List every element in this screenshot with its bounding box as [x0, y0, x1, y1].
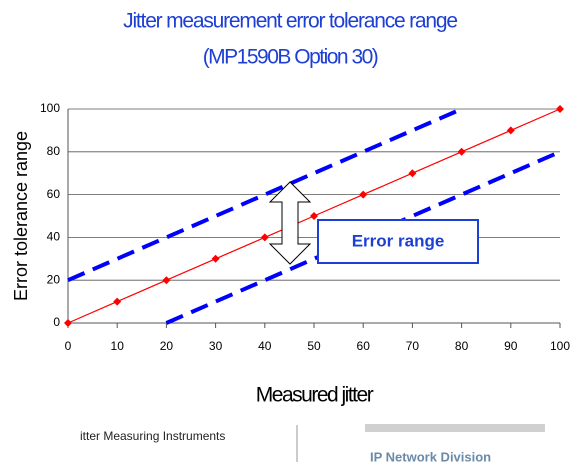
y-tick-label: 100	[40, 101, 60, 115]
marker	[457, 147, 466, 156]
x-tick-label: 60	[357, 339, 371, 353]
chart-subtitle: (MP1590B Option 30)	[203, 46, 378, 69]
marker	[359, 190, 368, 199]
marker	[211, 254, 220, 263]
y-axis-label: Error tolerance range	[11, 131, 31, 301]
x-tick-label: 100	[550, 339, 570, 353]
x-tick-label: 10	[111, 339, 125, 353]
logo-fragment	[365, 424, 545, 432]
x-tick-label: 20	[160, 339, 174, 353]
marker	[506, 126, 515, 135]
marker	[162, 276, 171, 285]
x-tick-label: 0	[65, 339, 72, 353]
x-axis-label: Measured jitter	[256, 384, 374, 407]
series-line	[67, 107, 463, 283]
x-tick-label: 70	[406, 339, 420, 353]
plot-area: 0 20 40 60 80 100 0 10 20 30 40 50 60 70 80 90 100	[40, 101, 570, 353]
y-tick-label: 80	[47, 144, 61, 158]
x-tick-label: 40	[258, 339, 272, 353]
y-tick-label: 60	[47, 187, 61, 201]
error-arrow	[268, 181, 312, 265]
marker	[113, 297, 122, 306]
marker	[310, 212, 318, 220]
y-tick-label: 20	[47, 272, 61, 286]
marker	[556, 105, 564, 113]
annotation: Error range	[352, 231, 445, 250]
x-tick-label: 50	[307, 339, 321, 353]
marker	[408, 169, 417, 178]
y-tick-label: 40	[47, 230, 61, 244]
x-tick-label: 90	[504, 339, 518, 353]
chart-title: Jitter measurement error tolerance range	[123, 10, 457, 33]
footer-left: itter Measuring Instruments	[80, 429, 225, 443]
series-group	[64, 105, 564, 327]
y-tick-label: 0	[53, 315, 60, 329]
footer-right: IP Network Division	[370, 449, 491, 464]
series-line	[165, 149, 561, 325]
marker	[260, 233, 269, 242]
annotation-box	[317, 219, 479, 264]
marker	[64, 319, 72, 327]
x-tick-label: 80	[455, 339, 469, 353]
x-tick-label: 30	[209, 339, 223, 353]
